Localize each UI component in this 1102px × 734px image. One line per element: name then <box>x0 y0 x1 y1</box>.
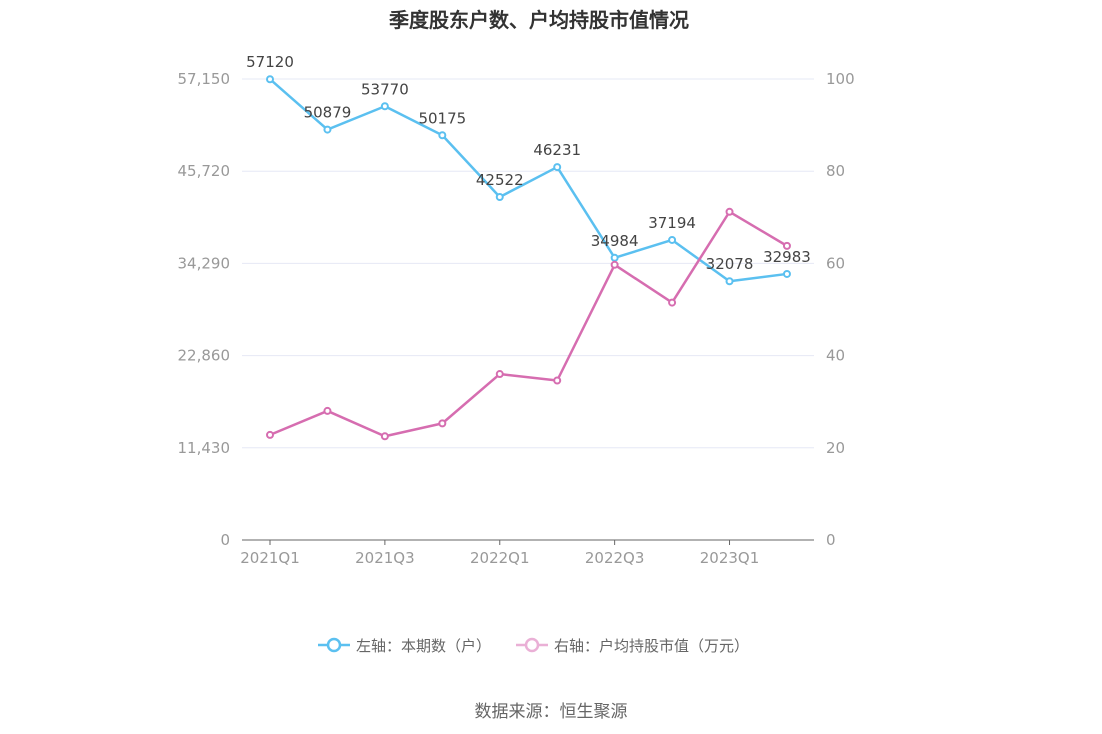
x-tick-label: 2022Q1 <box>470 549 530 567</box>
data-point <box>725 277 734 286</box>
y-left-tick-label: 0 <box>220 531 230 549</box>
legend-circle-marker <box>524 637 540 653</box>
data-point <box>380 102 389 111</box>
data-label: 37194 <box>648 214 696 232</box>
data-point <box>438 419 447 428</box>
data-point <box>380 432 389 441</box>
data-label: 57120 <box>246 53 294 71</box>
y-left-tick-label: 34,290 <box>178 254 231 272</box>
data-point <box>668 235 677 244</box>
chart-title: 季度股东户数、户均持股市值情况 <box>389 8 689 32</box>
data-point <box>495 370 504 379</box>
x-tick-label: 2023Q1 <box>700 549 760 567</box>
x-tick-label: 2021Q1 <box>240 549 300 567</box>
y-right-tick-label: 60 <box>826 254 845 272</box>
data-point <box>553 376 562 385</box>
legend-label: 左轴：本期数（户） <box>356 637 491 655</box>
data-point <box>782 241 791 250</box>
legend-label: 右轴：户均持股市值（万元） <box>554 637 749 655</box>
y-right-tick-label: 0 <box>826 531 836 549</box>
data-point <box>610 253 619 262</box>
data-label: 50879 <box>304 104 352 122</box>
data-point <box>782 269 791 278</box>
y-right-tick-label: 100 <box>826 70 855 88</box>
data-point <box>495 192 504 201</box>
data-label: 34984 <box>591 232 639 250</box>
data-point <box>323 406 332 415</box>
data-point <box>323 125 332 134</box>
y-left-tick-label: 57,150 <box>178 70 231 88</box>
data-point <box>438 131 447 140</box>
y-right-tick-label: 20 <box>826 439 845 457</box>
data-label: 46231 <box>533 141 581 159</box>
data-point <box>266 75 274 84</box>
y-right-tick-label: 80 <box>826 162 845 180</box>
series-line-holders <box>269 78 788 283</box>
x-tick-label: 2022Q3 <box>585 549 645 567</box>
y-left-tick-label: 22,860 <box>178 347 231 365</box>
data-point <box>553 163 562 172</box>
data-point <box>610 260 619 269</box>
y-left-tick-label: 11,430 <box>178 439 231 457</box>
series-line-avg-value <box>269 210 788 438</box>
data-point <box>725 207 734 216</box>
y-left-tick-label: 45,720 <box>178 162 231 180</box>
data-point <box>668 298 677 307</box>
legend-circle-marker <box>326 637 342 653</box>
data-label: 42522 <box>476 171 524 189</box>
data-label: 53770 <box>361 80 409 98</box>
data-label: 32078 <box>706 255 754 273</box>
x-tick-label: 2021Q3 <box>355 549 415 567</box>
y-right-tick-label: 40 <box>826 347 845 365</box>
data-label: 50175 <box>418 109 466 127</box>
data-point <box>266 430 274 439</box>
data-label: 32983 <box>763 248 811 266</box>
data-source-note: 数据来源：恒生聚源 <box>474 702 628 722</box>
